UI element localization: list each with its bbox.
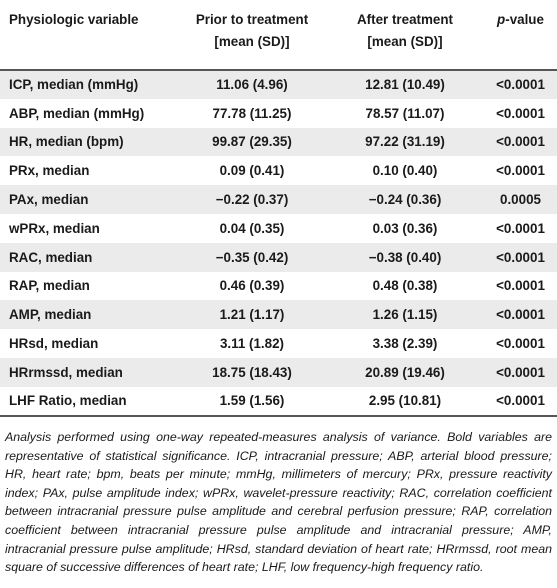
cell-p-value: <0.0001 — [496, 278, 545, 294]
cell-p-value: 0.0005 — [500, 192, 541, 208]
cell-variable: PRx, median — [9, 163, 90, 179]
cell-after: 78.57 (11.07) — [365, 105, 445, 121]
physiologic-variables-table: Physiologic variable Prior to treatment … — [0, 0, 557, 417]
cell-prior: 18.75 (18.43) — [212, 364, 292, 380]
cell-prior: −0.22 (0.37) — [215, 192, 289, 208]
cell-prior: −0.35 (0.42) — [215, 249, 289, 265]
header-prior-line2: [mean (SD)] — [214, 34, 290, 49]
cell-after: 0.03 (0.36) — [372, 220, 438, 236]
header-p-suffix: -value — [505, 12, 544, 27]
header-physiologic-variable: Physiologic variable — [0, 0, 178, 71]
cell-variable: RAP, median — [9, 278, 90, 294]
cell-after: −0.38 (0.40) — [368, 249, 442, 265]
cell-p-value: <0.0001 — [496, 134, 545, 150]
cell-variable: wPRx, median — [9, 220, 100, 236]
table-row: PAx, median −0.22 (0.37) −0.24 (0.36) 0.000… — [0, 185, 557, 214]
cell-after: 20.89 (19.46) — [365, 364, 445, 380]
cell-prior: 1.21 (1.17) — [219, 307, 285, 323]
cell-prior: 99.87 (29.35) — [212, 134, 292, 150]
cell-variable: LHF Ratio, median — [0, 386, 178, 417]
table-row: wPRx, median 0.04 (0.35) 0.03 (0.36) <0.000… — [0, 213, 557, 243]
cell-p-value: <0.0001 — [496, 105, 545, 121]
table-row: PRx, median 0.09 (0.41) 0.10 (0.40) <0.0001 — [0, 156, 557, 186]
table-row: AMP, median 1.21 (1.17) 1.26 (1.15) <0.0001 — [0, 300, 557, 330]
cell-variable: AMP, median — [9, 307, 92, 323]
cell-variable: HR, median (bpm) — [9, 134, 124, 150]
cell-p-value: <0.0001 — [496, 336, 545, 352]
cell-prior: 0.46 (0.39) — [219, 278, 285, 294]
table-header: Physiologic variable Prior to treatment … — [0, 0, 557, 71]
header-p-value: p-value — [484, 0, 557, 71]
cell-after: 12.81 (10.49) — [365, 77, 445, 93]
cell-variable: ICP, median (mmHg) — [9, 77, 139, 93]
cell-p-value: <0.0001 — [484, 386, 557, 417]
table-footnote: Analysis performed using one-way repeate… — [5, 430, 552, 575]
cell-variable: ABP, median (mmHg) — [9, 105, 145, 121]
cell-after: 1.26 (1.15) — [372, 307, 438, 323]
header-prior-line1: Prior to treatment — [195, 12, 309, 27]
table-row: HR, median (bpm) 99.87 (29.35) 97.22 (31.1… — [0, 127, 557, 157]
cell-after: 3.38 (2.39) — [372, 336, 438, 352]
table-row: LHF Ratio, median 1.59 (1.56) 2.95 (10.81)… — [0, 386, 557, 417]
cell-p-value: <0.0001 — [496, 364, 545, 380]
cell-variable: PAx, median — [9, 192, 89, 208]
cell-prior: 0.09 (0.41) — [219, 163, 285, 179]
cell-p-value: <0.0001 — [496, 163, 545, 179]
cell-prior: 0.04 (0.35) — [219, 220, 285, 236]
cell-p-value: <0.0001 — [496, 220, 545, 236]
cell-p-value: <0.0001 — [496, 249, 545, 265]
cell-variable: RAC, median — [9, 249, 93, 265]
cell-after: 0.48 (0.38) — [372, 278, 438, 294]
header-prior-to-treatment: Prior to treatment [mean (SD)] — [178, 0, 326, 71]
cell-prior: 1.59 (1.56) — [178, 386, 326, 417]
header-row: Physiologic variable Prior to treatment … — [0, 0, 557, 71]
cell-after: 0.10 (0.40) — [372, 163, 438, 179]
cell-after: 97.22 (31.19) — [365, 134, 445, 150]
header-after-line2: [mean (SD)] — [367, 34, 443, 49]
table-body: ICP, median (mmHg) 11.06 (4.96) 12.81 (10.… — [0, 70, 557, 417]
table-row: HRrmssd, median 18.75 (18.43) 20.89 (19.46… — [0, 357, 557, 387]
cell-after: 2.95 (10.81) — [326, 386, 484, 417]
cell-p-value: <0.0001 — [496, 77, 545, 93]
table-row: HRsd, median 3.11 (1.82) 3.38 (2.39) <0.000… — [0, 329, 557, 358]
cell-p-value: <0.0001 — [496, 307, 545, 323]
cell-variable: HRrmssd, median — [9, 364, 123, 380]
cell-prior: 77.78 (11.25) — [212, 105, 292, 121]
table-row: RAP, median 0.46 (0.39) 0.48 (0.38) <0.0001 — [0, 271, 557, 301]
table-row: ICP, median (mmHg) 11.06 (4.96) 12.81 (10.… — [0, 70, 557, 99]
cell-prior: 3.11 (1.82) — [219, 336, 285, 352]
cell-prior: 11.06 (4.96) — [216, 77, 288, 93]
header-after-line1: After treatment — [357, 12, 453, 27]
header-p-italic: p — [497, 12, 506, 27]
header-after-treatment: After treatment [mean (SD)] — [326, 0, 484, 71]
cell-after: −0.24 (0.36) — [368, 192, 442, 208]
table-row: RAC, median −0.35 (0.42) −0.38 (0.40) <0.00… — [0, 242, 557, 272]
table-row: ABP, median (mmHg) 77.78 (11.25) 78.57 (11… — [0, 98, 557, 128]
cell-variable: HRsd, median — [9, 336, 99, 352]
